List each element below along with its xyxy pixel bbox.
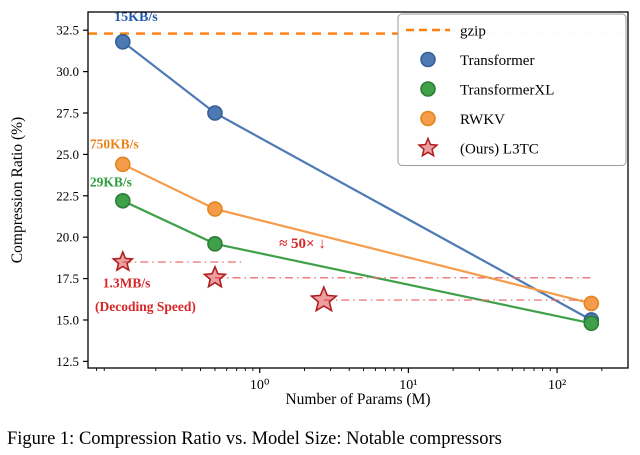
annotation: 1.3MB/s: [103, 276, 151, 291]
point-transformer: [115, 34, 131, 50]
point-rwkv: [207, 201, 223, 217]
legend-label: gzip: [460, 24, 486, 40]
legend-label: Transformer: [460, 53, 534, 69]
svg-text:20.0: 20.0: [56, 230, 79, 245]
svg-text:15.0: 15.0: [56, 312, 79, 327]
svg-text:10⁰: 10⁰: [250, 378, 270, 393]
svg-text:30.0: 30.0: [56, 64, 79, 79]
axes: 12.5 15.0 17.5 20.0 22.5 25.0 27.5 30.0 32.5 10⁰ 1…: [9, 11, 629, 408]
annotations: 15KB/s 750KB/s 29KB/s ≈ 50× ↓ 1.3MB/s (Decodi…: [90, 10, 326, 314]
annotation: ≈ 50× ↓: [279, 236, 326, 252]
svg-text:32.5: 32.5: [56, 23, 79, 38]
legend-label: (Ours) L3TC: [460, 142, 539, 158]
svg-text:12.5: 12.5: [56, 354, 79, 369]
point-transformerxl: [115, 192, 131, 209]
annotation: 29KB/s: [90, 175, 132, 190]
point-transformerxl: [207, 236, 223, 252]
dash-dot-links: [122, 261, 592, 301]
legend-label: RWKV: [460, 112, 505, 128]
svg-text:27.5: 27.5: [56, 106, 79, 121]
svg-text:22.5: 22.5: [56, 188, 79, 203]
legend: gzip Transformer TransformerXL RWKV (Ours) L…: [397, 13, 627, 166]
svg-text:10¹: 10¹: [399, 378, 417, 393]
compression-ratio-chart: 15KB/s 750KB/s 29KB/s ≈ 50× ↓ 1.3MB/s (Decodi…: [9, 10, 629, 408]
point-transformerxl: [583, 315, 600, 332]
point-transformer: [207, 105, 223, 121]
annotation: 750KB/s: [90, 137, 139, 152]
svg-text:25.0: 25.0: [56, 147, 79, 162]
legend-label: TransformerXL: [460, 83, 554, 99]
star-point: [202, 264, 228, 289]
svg-text:10²: 10²: [548, 378, 566, 393]
series-markers: [111, 34, 600, 332]
point-rwkv: [115, 156, 131, 173]
y-axis-label: Compression Ratio (%): [9, 117, 26, 263]
svg-text:17.5: 17.5: [56, 271, 79, 286]
point-rwkv: [583, 295, 600, 312]
star-point: [111, 249, 135, 272]
figure-caption: Figure 1: Compression Ratio vs. Model Si…: [7, 429, 502, 449]
annotation: (Decoding Speed): [95, 299, 196, 314]
annotation: 15KB/s: [114, 10, 158, 25]
x-axis-label: Number of Params (M): [285, 391, 430, 408]
figure: 15KB/s 750KB/s 29KB/s ≈ 50× ↓ 1.3MB/s (Decodi…: [7, 10, 629, 449]
star-point: [309, 285, 339, 313]
